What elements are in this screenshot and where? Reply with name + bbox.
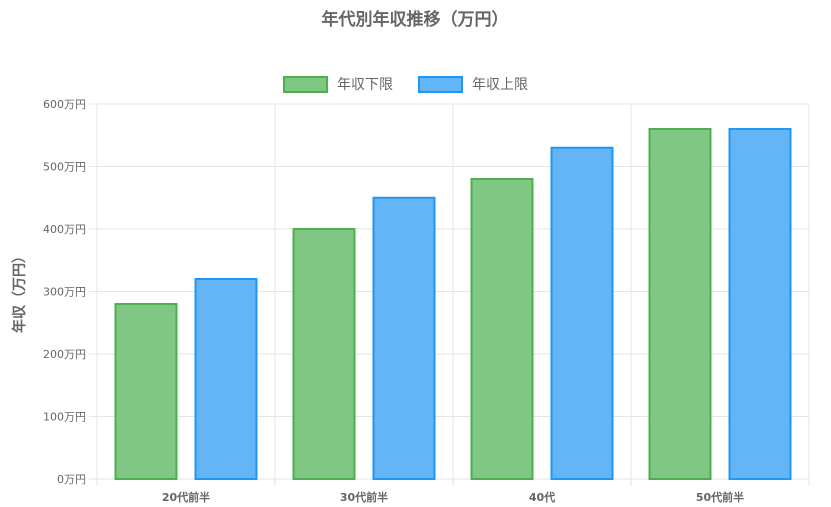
y-tick-label: 300万円 xyxy=(43,286,86,299)
bars xyxy=(114,128,792,480)
bar-upper-2[interactable] xyxy=(550,146,614,480)
y-tick-label: 0万円 xyxy=(57,473,86,486)
legend-swatch[interactable] xyxy=(418,76,463,93)
y-tick-label: 100万円 xyxy=(43,411,86,424)
y-axis-ticks: 0万円 100万円 200万円 300万円 400万円 500万円 600万円 xyxy=(43,98,86,486)
bar-lower-0[interactable] xyxy=(114,303,178,480)
x-axis-ticks: 20代前半 30代前半 40代 50代前半 xyxy=(162,490,744,504)
x-tick-label: 20代前半 xyxy=(162,490,210,504)
legend-label[interactable]: 年収上限 xyxy=(472,77,528,93)
bar-lower-3[interactable] xyxy=(648,128,712,480)
bar-lower-1[interactable] xyxy=(292,228,356,480)
y-tick-label: 400万円 xyxy=(43,223,86,236)
bar-upper-1[interactable] xyxy=(372,196,436,480)
x-tick-label: 30代前半 xyxy=(340,490,388,504)
bar-upper-0[interactable] xyxy=(194,278,258,480)
legend-label[interactable]: 年収下限 xyxy=(337,77,393,93)
bar-lower-2[interactable] xyxy=(470,178,534,480)
bar-upper-3[interactable] xyxy=(728,128,792,480)
chart-title: 年代別年収推移（万円） xyxy=(322,9,509,30)
y-axis-label: 年収（万円） xyxy=(11,249,28,333)
x-tick-label: 50代前半 xyxy=(696,490,744,504)
legend-swatch[interactable] xyxy=(283,76,328,93)
legend[interactable]: 年収下限 年収上限 xyxy=(283,76,528,93)
x-tick-label: 40代 xyxy=(529,490,555,504)
y-tick-label: 600万円 xyxy=(43,98,86,111)
y-tick-label: 500万円 xyxy=(43,161,86,174)
y-tick-label: 200万円 xyxy=(43,348,86,361)
